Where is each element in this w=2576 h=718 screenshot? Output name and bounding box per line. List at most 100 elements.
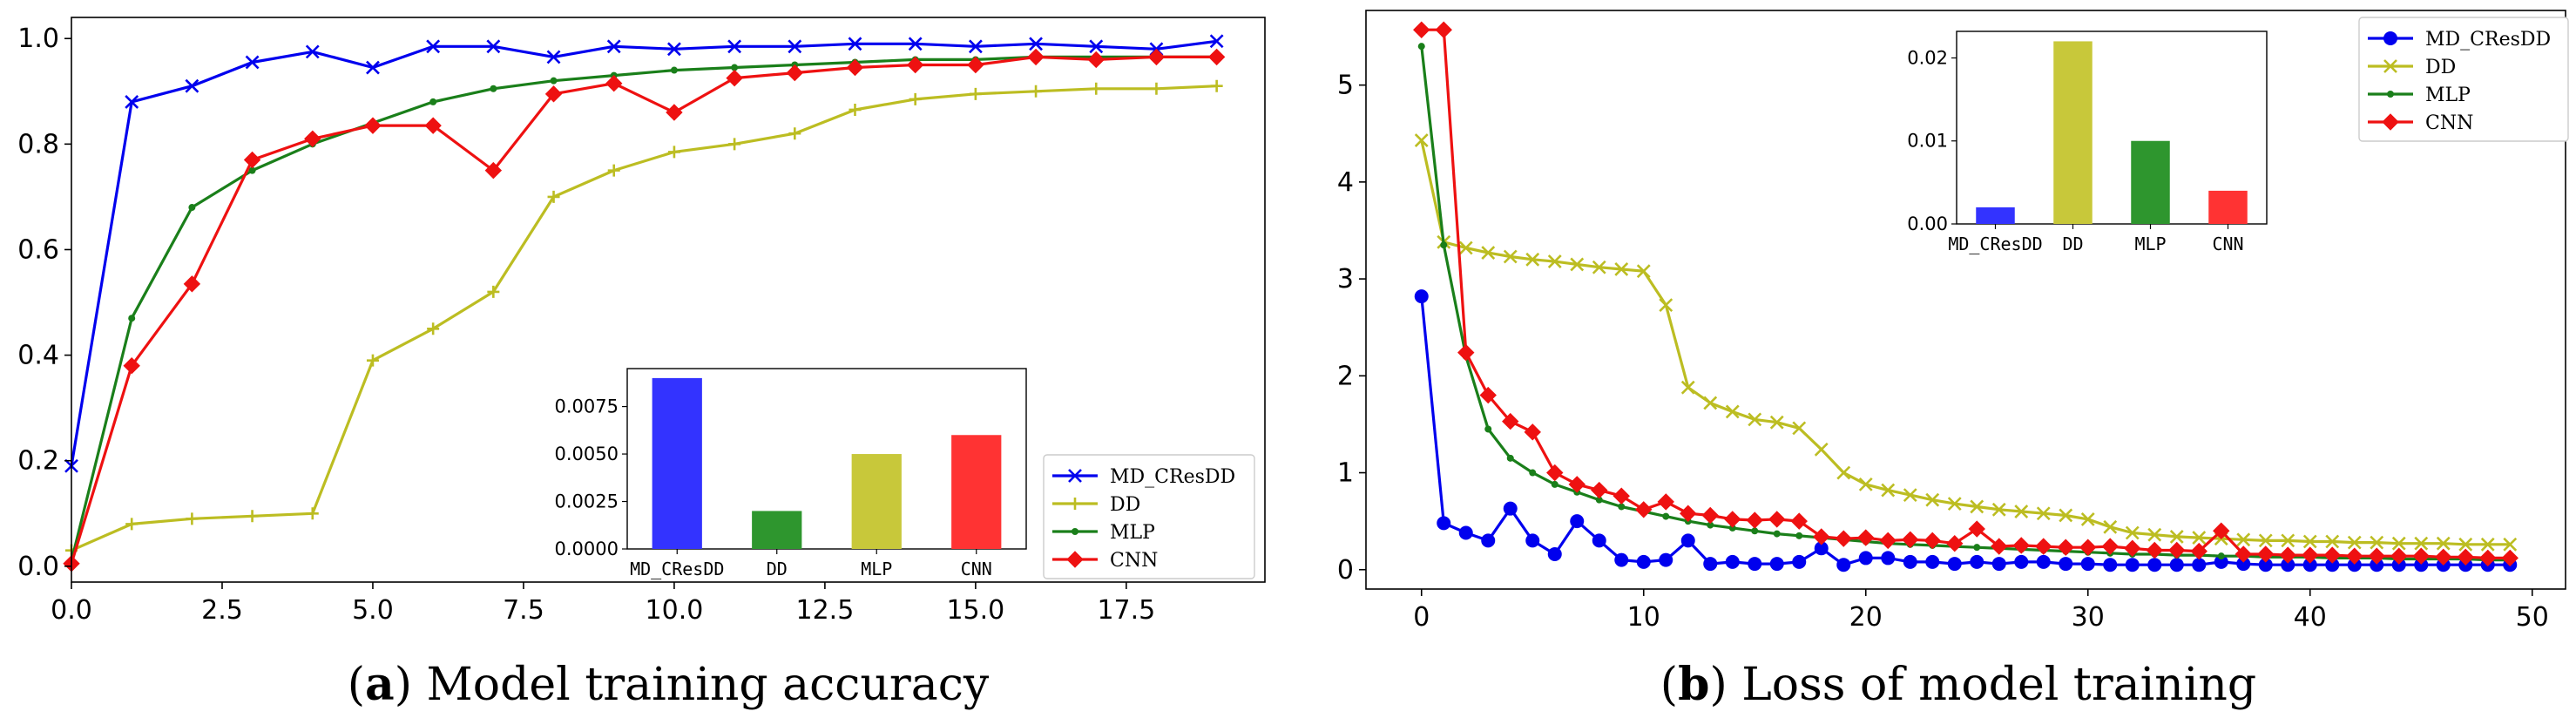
accuracy-legend-label-mlp: MLP (1110, 522, 1155, 544)
accuracy-point-dd-11 (728, 138, 741, 151)
loss-legend-box (2358, 17, 2569, 142)
accuracy-point-md_cresdd-3 (245, 55, 260, 70)
loss-point-cnn-3 (1479, 386, 1497, 404)
accuracy-series-cnn (63, 48, 1226, 572)
accuracy-point-md_cresdd-10 (666, 42, 681, 57)
loss-point-md_cresdd-42 (2347, 558, 2362, 572)
loss-point-dd-42 (2347, 535, 2362, 550)
accuracy-caption-letter: a (365, 658, 395, 711)
accuracy-point-mlp-2 (188, 204, 196, 212)
loss-xtick-label-5: 50 (2516, 602, 2549, 633)
loss-point-cnn-17 (1790, 512, 1808, 530)
accuracy-inset-bar-chart: MD_CResDD DD MLP CNN 0.0000 0.0025 0.0050 0.007… (555, 368, 1027, 579)
loss-point-cnn-22 (1902, 531, 1919, 548)
loss-point-dd-28 (2036, 506, 2051, 521)
accuracy-legend-box (1043, 454, 1255, 579)
loss-point-cnn-26 (1991, 538, 2008, 555)
accuracy-caption-open: ( (348, 659, 365, 711)
loss-point-md_cresdd-18 (1814, 541, 1829, 556)
accuracy-point-md_cresdd-16 (1029, 37, 1043, 51)
loss-point-cnn-6 (1546, 464, 1564, 482)
accuracy-inset-ytick-label-2: 0.0050 (555, 444, 619, 464)
accuracy-legend-label-cnn: CNN (1110, 550, 1158, 572)
loss-point-cnn-36 (2213, 522, 2230, 539)
loss-point-dd-22 (1903, 488, 1917, 503)
loss-point-md_cresdd-33 (2147, 558, 2162, 572)
loss-point-dd-30 (2080, 512, 2095, 526)
loss-legend-marker-dd (2383, 59, 2397, 73)
accuracy-xtick-label-6: 15.0 (946, 595, 1004, 626)
loss-legend-marker-mlp (2387, 91, 2394, 98)
loss-point-md_cresdd-4 (1503, 501, 1518, 516)
loss-point-cnn-27 (2012, 537, 2030, 554)
loss-point-dd-20 (1858, 477, 1873, 491)
accuracy-point-cnn-14 (906, 56, 924, 74)
loss-series-md_cresdd (1414, 289, 2518, 572)
accuracy-point-cnn-16 (1027, 48, 1045, 66)
loss-point-dd-45 (2414, 536, 2429, 551)
loss-point-cnn-9 (1613, 487, 1630, 505)
loss-point-md_cresdd-3 (1481, 533, 1496, 548)
accuracy-inset-xtick-label-0: MD_CResDD (630, 559, 724, 579)
accuracy-inset-bar-mlp (851, 454, 902, 549)
loss-point-dd-6 (1547, 254, 1562, 268)
loss-point-dd-33 (2147, 527, 2162, 542)
accuracy-inset-bar-dd (752, 511, 802, 549)
loss-point-md_cresdd-17 (1792, 554, 1807, 569)
loss-ytick-label-0: 0 (1337, 555, 1354, 586)
accuracy-point-md_cresdd-14 (908, 37, 923, 51)
loss-point-cnn-14 (1724, 511, 1741, 528)
loss-point-mlp-11 (1662, 512, 1670, 520)
accuracy-point-dd-5 (366, 354, 379, 367)
loss-point-md_cresdd-5 (1525, 533, 1540, 548)
accuracy-ytick-label-2: 0.4 (17, 341, 59, 371)
loss-xtick-label-3: 30 (2072, 602, 2105, 633)
loss-inset-ytick-label-0: 0.00 (1907, 213, 1948, 234)
accuracy-point-cnn-4 (304, 130, 321, 147)
accuracy-point-dd-2 (186, 512, 199, 525)
accuracy-point-md_cresdd-2 (185, 78, 199, 93)
loss-point-cnn-31 (2101, 538, 2119, 555)
accuracy-legend-marker-dd (1069, 498, 1081, 510)
loss-point-md_cresdd-26 (1991, 557, 2006, 572)
loss-legend-label-mlp: MLP (2425, 85, 2471, 106)
loss-point-dd-21 (1881, 483, 1896, 498)
loss-point-cnn-32 (2124, 539, 2141, 557)
accuracy-point-cnn-10 (666, 104, 683, 121)
loss-point-cnn-15 (1746, 511, 1763, 529)
loss-point-mlp-0 (1417, 43, 1425, 51)
loss-point-md_cresdd-30 (2080, 557, 2095, 572)
accuracy-point-cnn-6 (424, 117, 442, 134)
accuracy-point-cnn-9 (605, 74, 623, 92)
accuracy-inset-ytick-label-0: 0.0000 (555, 538, 619, 559)
loss-inset-bar-cnn (2208, 190, 2248, 224)
loss-point-dd-10 (1636, 264, 1651, 279)
loss-ytick-label-2: 2 (1337, 361, 1354, 391)
loss-point-cnn-4 (1502, 412, 1519, 430)
accuracy-point-cnn-12 (786, 64, 804, 82)
loss-point-cnn-8 (1591, 481, 1608, 499)
loss-point-cnn-19 (1835, 530, 1852, 547)
accuracy-legend-label-dd: DD (1110, 494, 1140, 516)
loss-point-dd-35 (2192, 531, 2207, 545)
loss-point-cnn-18 (1813, 528, 1830, 545)
accuracy-point-md_cresdd-8 (546, 50, 561, 64)
loss-point-cnn-38 (2257, 545, 2275, 563)
loss-point-md_cresdd-0 (1414, 289, 1429, 304)
loss-point-cnn-10 (1635, 501, 1653, 518)
loss-point-dd-34 (2169, 530, 2184, 544)
accuracy-point-cnn-2 (183, 275, 201, 293)
loss-point-mlp-4 (1506, 454, 1514, 462)
loss-point-dd-49 (2503, 537, 2518, 552)
loss-point-dd-18 (1814, 442, 1829, 457)
loss-caption-close: ) (1709, 659, 1727, 711)
loss-xtick-label-1: 10 (1627, 602, 1660, 633)
loss-point-cnn-49 (2501, 549, 2519, 567)
accuracy-xtick-label-2: 5.0 (352, 595, 394, 626)
loss-point-md_cresdd-44 (2391, 558, 2406, 572)
loss-point-md_cresdd-22 (1903, 554, 1917, 569)
accuracy-point-cnn-7 (484, 161, 503, 180)
accuracy-point-cnn-13 (846, 58, 864, 77)
loss-point-md_cresdd-19 (1836, 558, 1851, 572)
accuracy-caption: (a) Model training accuracy (348, 658, 990, 711)
